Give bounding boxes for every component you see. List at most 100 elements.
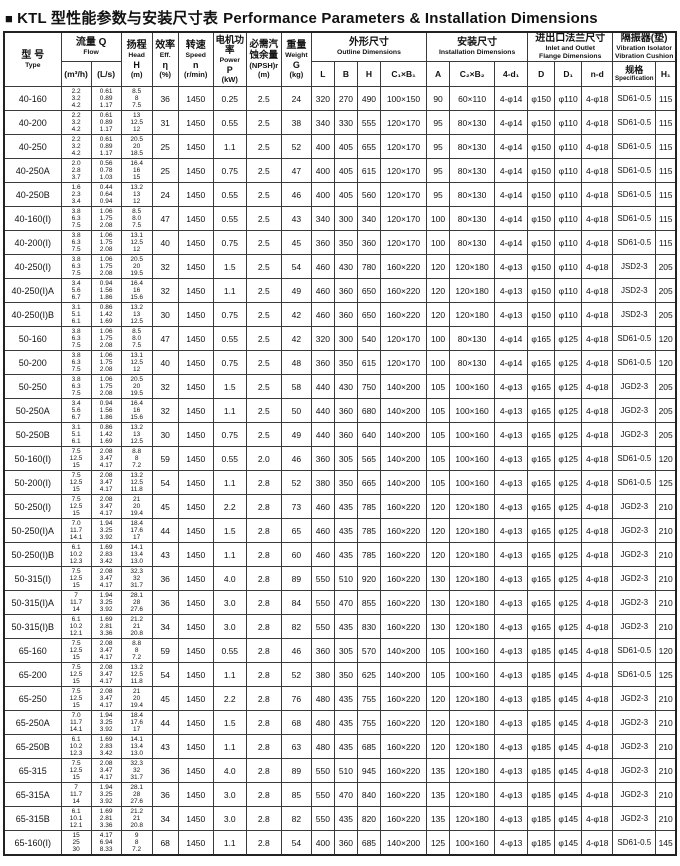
cell-power: 1.1: [212, 542, 247, 567]
cell-g: 42: [280, 326, 312, 351]
cell-H: 665: [356, 470, 381, 495]
cell-A: 105: [426, 374, 451, 399]
cell-h1: 115: [655, 110, 677, 135]
cell-nd: 4-φ18: [581, 206, 614, 231]
cell-eff: 32: [151, 374, 179, 399]
cell-h1: 115: [655, 182, 677, 207]
cell-npsh: 2.5: [245, 374, 282, 399]
cell-ls: 2.08 3.47 4.17: [90, 758, 122, 783]
cell-g: 89: [280, 758, 312, 783]
cell-H: 785: [356, 542, 381, 567]
cell-type: 50-160: [3, 326, 62, 351]
cell-H: 490: [356, 86, 381, 111]
cell-L: 550: [310, 758, 335, 783]
cell-d4: 4-φ13: [494, 254, 529, 279]
table-row: 50-315(I)A 7 11.7 14 1.94 3.25 3.92 28.1 28…: [3, 590, 677, 615]
cell-power: 1.1: [212, 470, 247, 495]
cell-speed: 1450: [177, 518, 214, 543]
cell-B: 435: [333, 614, 358, 639]
cell-A: 100: [426, 350, 451, 375]
cell-m3h: 3.4 5.6 6.7: [60, 398, 92, 423]
cell-head: 21 20 19.4: [120, 494, 153, 519]
cell-npsh: 2.8: [245, 638, 282, 663]
cell-speed: 1450: [177, 830, 214, 856]
table-row: 40-160 2.2 3.2 4.2 0.61 0.89 1.17 8.5 8 7.5…: [3, 86, 677, 111]
cell-h1: 115: [655, 158, 677, 183]
cell-g: 47: [280, 158, 312, 183]
cell-L: 340: [310, 110, 335, 135]
cell-A: 120: [426, 254, 451, 279]
cell-type: 50-315(I): [3, 566, 62, 591]
col-header-D: D: [527, 61, 556, 87]
cell-npsh: 2.8: [245, 686, 282, 711]
cell-type: 50-250(I): [3, 494, 62, 519]
cell-spec: SD61-0.5: [612, 662, 657, 687]
col-header-c2xb2: C₂×B₂: [449, 61, 496, 87]
cell-h1: 205: [655, 278, 677, 303]
cell-spec: SD61-0.5: [612, 350, 657, 375]
cell-A: 95: [426, 110, 451, 135]
cell-g: 45: [280, 230, 312, 255]
cell-D: φ185: [527, 758, 556, 783]
cell-nd: 4-φ18: [581, 86, 614, 111]
col-header-efficiency: 效率 Eff. η (%): [151, 31, 179, 87]
cell-head: 18.4 17.6 17: [120, 518, 153, 543]
cell-c2b2: 120×180: [449, 254, 496, 279]
cell-D: φ165: [527, 398, 556, 423]
cell-nd: 4-φ18: [581, 686, 614, 711]
cell-m3h: 7.5 12.5 15: [60, 566, 92, 591]
col-group-installation-dimensions: 安装尺寸 Installation Dimensions: [426, 31, 529, 62]
cell-d4: 4-φ13: [494, 494, 529, 519]
cell-type: 50-160(I): [3, 446, 62, 471]
cell-nd: 4-φ18: [581, 638, 614, 663]
cell-power: 0.55: [212, 638, 247, 663]
cell-npsh: 2.5: [245, 230, 282, 255]
cell-eff: 47: [151, 206, 179, 231]
cell-c2b2: 80×130: [449, 326, 496, 351]
cell-eff: 47: [151, 326, 179, 351]
cell-power: 1.1: [212, 734, 247, 759]
cell-npsh: 2.5: [245, 158, 282, 183]
table-row: 50-315(I)B 6.1 10.2 12.1 1.69 2.81 3.36 21.…: [3, 614, 677, 639]
cell-B: 300: [333, 206, 358, 231]
cell-D: φ185: [527, 662, 556, 687]
cell-c2b2: 120×180: [449, 518, 496, 543]
cell-c2b2: 120×180: [449, 806, 496, 831]
cell-type: 40-160(I): [3, 206, 62, 231]
cell-c1b1: 140×200: [379, 470, 428, 495]
cell-B: 435: [333, 494, 358, 519]
cell-D: φ165: [527, 614, 556, 639]
cell-A: 105: [426, 446, 451, 471]
cell-A: 135: [426, 758, 451, 783]
cell-nd: 4-φ18: [581, 494, 614, 519]
cell-H: 820: [356, 806, 381, 831]
cell-D: φ165: [527, 590, 556, 615]
cell-spec: JGD2-3: [612, 758, 657, 783]
cell-head: 20.5 20 19.5: [120, 254, 153, 279]
cell-D: φ150: [527, 182, 556, 207]
cell-D: φ185: [527, 710, 556, 735]
cell-D: φ165: [527, 374, 556, 399]
col-header-flow-m3h: (m³/h): [60, 61, 92, 87]
cell-eff: 36: [151, 86, 179, 111]
cell-ls: 1.94 3.25 3.92: [90, 590, 122, 615]
cell-speed: 1450: [177, 566, 214, 591]
cell-c1b1: 140×200: [379, 374, 428, 399]
cell-head: 13.2 13 12: [120, 182, 153, 207]
cell-D1: φ110: [554, 134, 583, 159]
cell-c1b1: 120×170: [379, 350, 428, 375]
cell-power: 0.75: [212, 422, 247, 447]
cell-npsh: 2.8: [245, 758, 282, 783]
cell-d4: 4-φ13: [494, 734, 529, 759]
cell-ls: 0.61 0.89 1.17: [90, 110, 122, 135]
cell-nd: 4-φ18: [581, 278, 614, 303]
cell-h1: 210: [655, 710, 677, 735]
cell-c1b1: 120×170: [379, 110, 428, 135]
cell-g: 42: [280, 302, 312, 327]
cell-type: 65-315A: [3, 782, 62, 807]
cell-c2b2: 100×160: [449, 662, 496, 687]
cell-npsh: 2.5: [245, 302, 282, 327]
cell-power: 1.1: [212, 662, 247, 687]
cell-head: 13 12.5 12: [120, 110, 153, 135]
cell-h1: 205: [655, 254, 677, 279]
